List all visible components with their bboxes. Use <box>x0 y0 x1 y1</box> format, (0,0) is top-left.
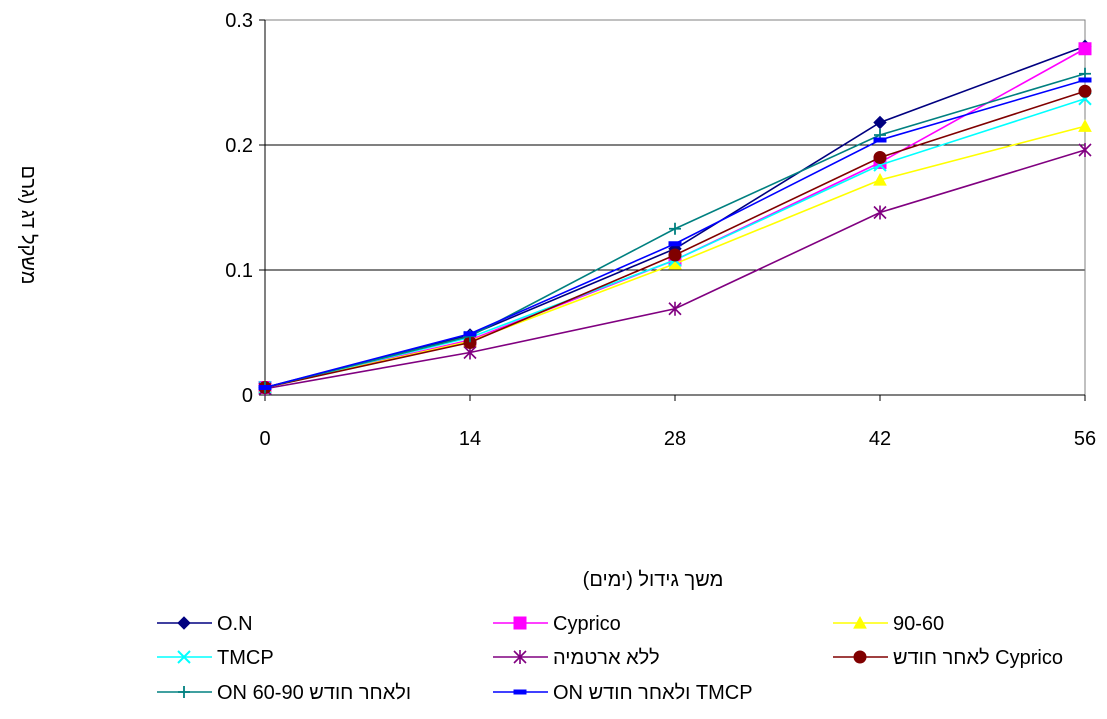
legend-label: ללא ארטמיה <box>553 647 660 669</box>
series-1 <box>258 42 1092 394</box>
data-point <box>258 385 272 390</box>
data-point <box>513 689 527 695</box>
data-point <box>873 205 887 220</box>
y-tick-label: 0.2 <box>225 135 253 157</box>
data-point <box>873 151 887 164</box>
series-line <box>264 90 1086 389</box>
plot-area-border <box>264 19 1086 396</box>
data-point <box>853 650 867 664</box>
y-tick-label: 0 <box>242 385 253 407</box>
data-point <box>853 615 867 629</box>
series-0 <box>258 39 1092 395</box>
x-tick-label: 56 <box>1074 428 1096 450</box>
data-point <box>177 650 191 664</box>
data-point <box>1078 84 1092 98</box>
axes <box>264 20 1085 396</box>
series-line <box>264 149 1086 390</box>
data-point <box>873 172 887 186</box>
legend-label: ON ולאחר חודש TMCP <box>553 682 753 704</box>
x-tick-label: 42 <box>869 428 891 450</box>
legend-label: Cyprico <box>553 613 621 635</box>
legend-item: לאחר חודש Cyprico <box>833 647 1063 669</box>
gridlines <box>265 144 1085 271</box>
legend-label: לאחר חודש Cyprico <box>893 647 1063 669</box>
data-point <box>513 616 527 630</box>
data-point <box>1078 77 1092 83</box>
x-tick-label: 28 <box>664 428 686 450</box>
legend-label: 90-60 <box>893 613 944 635</box>
y-tick-label: 0.3 <box>225 10 253 32</box>
data-point <box>1078 42 1092 56</box>
legend-label: ON ולאחר חודש 60-90 <box>217 682 411 704</box>
legend-item: Cyprico <box>493 613 621 635</box>
y-ticks: 0 0.1 0.2 0.3 <box>225 10 265 407</box>
legend-item: TMCP <box>157 647 274 669</box>
series <box>258 39 1092 396</box>
series-line <box>264 45 1086 389</box>
y-tick-label: 0.1 <box>225 260 253 282</box>
data-point <box>463 331 477 337</box>
x-tick-label: 14 <box>459 428 481 450</box>
data-point <box>178 686 190 698</box>
legend-item: ON ולאחר חודש 60-90 <box>157 682 411 704</box>
legend-item: 90-60 <box>833 613 944 635</box>
x-axis-title: משך גידול (ימים) <box>583 569 724 591</box>
series-5 <box>258 84 1092 394</box>
legend-item: O.N <box>157 613 253 635</box>
data-point <box>669 222 681 235</box>
series-6 <box>259 67 1091 394</box>
series-7 <box>258 77 1092 390</box>
series-line <box>264 48 1086 389</box>
data-point <box>873 137 887 143</box>
x-tick-label: 0 <box>259 428 270 450</box>
data-point <box>668 301 682 316</box>
data-point <box>668 248 682 262</box>
legend-item: ON ולאחר חודש TMCP <box>493 682 753 704</box>
legend: O.N Cyprico 90-60 TMCP ללא ארטמיה לאחר חודש C… <box>157 613 1063 704</box>
data-point <box>668 241 682 247</box>
legend-label: O.N <box>217 613 253 635</box>
data-point <box>1078 119 1092 132</box>
data-point <box>513 650 527 664</box>
data-point <box>1078 143 1092 157</box>
legend-item: ללא ארטמיה <box>493 647 660 669</box>
legend-label: TMCP <box>217 647 274 669</box>
x-ticks: 0 14 28 42 56 <box>259 395 1096 450</box>
y-axis-title: משקל דג (גרם <box>17 166 39 285</box>
data-point <box>177 616 191 630</box>
data-point <box>873 115 887 130</box>
